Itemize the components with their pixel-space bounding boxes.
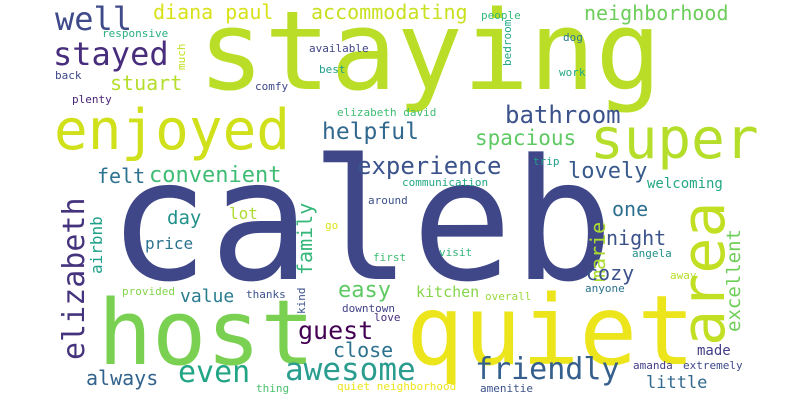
word-thing: thing <box>256 382 290 395</box>
word-angela: angela <box>632 247 672 260</box>
word-kitchen: kitchen <box>416 283 480 301</box>
word-excellent: excellent <box>723 229 745 332</box>
word-guest: guest <box>298 316 374 345</box>
word-around: around <box>368 194 408 207</box>
word-kind: kind <box>295 287 308 315</box>
word-overall: overall <box>485 290 532 303</box>
word-welcoming: welcoming <box>647 176 723 192</box>
word-available: available <box>309 42 369 55</box>
word-well: well <box>55 0 133 38</box>
word-super: super <box>590 107 759 172</box>
word-elizabeth-david: elizabeth david <box>337 106 437 119</box>
word-responsive: responsive <box>102 27 169 40</box>
word-even: even <box>178 355 251 390</box>
word-quiet-neighborhood: quiet neighborhood <box>337 380 457 393</box>
word-bathroom: bathroom <box>505 101 621 129</box>
word-amanda: amanda <box>633 359 673 372</box>
word-extremely: extremely <box>683 359 743 372</box>
word-convenient: convenient <box>149 163 282 188</box>
word-bedroom: bedroom <box>501 19 514 66</box>
word-enjoyed: enjoyed <box>54 98 291 163</box>
word-night: night <box>606 226 667 250</box>
word-little: little <box>646 373 708 393</box>
word-caleb: caleb <box>108 123 614 319</box>
word-cozy: cozy <box>586 261 635 285</box>
word-close: close <box>333 338 394 362</box>
word-made: made <box>697 343 731 359</box>
word-first: first <box>373 251 407 264</box>
word-much: much <box>175 43 188 71</box>
word-spacious: spacious <box>475 126 577 150</box>
word-trip: trip <box>533 155 560 168</box>
word-visit: visit <box>439 246 473 259</box>
word-provided: provided <box>122 285 175 298</box>
word-dog: dog <box>563 31 583 44</box>
word-downtown: downtown <box>342 302 395 315</box>
word-easy: easy <box>338 278 391 303</box>
word-staying: staying <box>198 0 662 115</box>
word-quiet: quiet <box>406 275 695 387</box>
word-thanks: thanks <box>246 288 286 301</box>
word-best: best <box>319 63 346 76</box>
word-lovely: lovely <box>568 159 648 184</box>
word-elizabeth: elizabeth <box>57 197 92 360</box>
word-felt: felt <box>97 164 146 188</box>
word-always: always <box>86 366 159 390</box>
word-awesome: awesome <box>285 352 416 388</box>
word-airbnb: airbnb <box>87 216 106 274</box>
word-anyone: anyone <box>585 282 625 295</box>
word-people: people <box>481 9 521 22</box>
word-away: away <box>670 269 697 282</box>
word-day: day <box>167 207 202 229</box>
word-accommodating: accommodating <box>311 0 468 24</box>
word-communication: communication <box>402 176 489 189</box>
word-helpful: helpful <box>322 119 419 145</box>
word-neighborhood: neighborhood <box>584 1 729 25</box>
word-host: host <box>98 281 315 386</box>
word-comfy: comfy <box>255 80 289 93</box>
word-stayed: stayed <box>53 35 169 73</box>
word-work: work <box>559 66 586 79</box>
word-lot: lot <box>229 204 258 223</box>
word-friendly: friendly <box>475 352 620 387</box>
word-value: value <box>180 286 235 307</box>
word-family: family <box>293 202 317 275</box>
word-stuart: stuart <box>110 71 183 95</box>
word-go: go <box>325 219 339 232</box>
word-diana-paul: diana paul <box>153 0 274 24</box>
word-one: one <box>612 197 649 221</box>
word-price: price <box>145 234 194 253</box>
word-experience: experience <box>357 152 502 180</box>
word-back: back <box>55 69 82 82</box>
word-plenty: plenty <box>72 93 112 106</box>
word-amenitie: amenitie <box>480 382 533 395</box>
word-love: love <box>374 311 401 324</box>
